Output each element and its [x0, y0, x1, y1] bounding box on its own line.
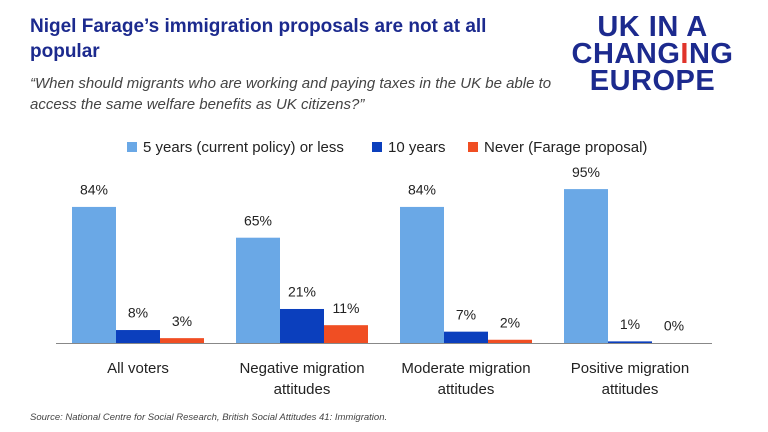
value-label: 84%	[408, 182, 436, 198]
value-label: 84%	[80, 182, 108, 198]
logo-text: UK IN A	[597, 11, 708, 43]
chart-subtitle: “When should migrants who are working an…	[30, 75, 552, 113]
legend-label: Never (Farage proposal)	[484, 139, 647, 156]
value-label: 1%	[620, 316, 640, 332]
legend-swatch	[468, 142, 478, 152]
logo: UK IN A CHANGING EUROPE	[560, 11, 745, 97]
bar	[488, 339, 532, 343]
bar	[280, 308, 324, 343]
value-label: 95%	[572, 164, 600, 180]
bar	[236, 237, 280, 343]
logo-text: CHANGING	[560, 38, 745, 70]
x-tick-label: Negative migration attitudes	[239, 360, 365, 398]
bar	[160, 338, 204, 343]
value-label: 65%	[244, 212, 272, 228]
source: Source: National Centre for Social Resea…	[30, 412, 388, 423]
bar	[564, 189, 608, 343]
legend-label: 5 years (current policy) or less	[143, 139, 344, 156]
legend-label: 10 years	[388, 139, 446, 156]
legend-swatch	[372, 142, 382, 152]
bar	[444, 331, 488, 343]
logo-text: I	[680, 38, 689, 70]
value-label: 8%	[128, 305, 148, 321]
bar	[116, 330, 160, 343]
value-label: 21%	[288, 284, 316, 300]
bar	[400, 206, 444, 343]
value-label: 7%	[456, 306, 476, 322]
value-label: 2%	[500, 314, 520, 330]
chart-title: Nigel Farage’s immigration proposals are…	[30, 16, 487, 62]
value-label: 11%	[333, 300, 360, 316]
legend-swatch	[127, 142, 137, 152]
logo-text: EUROPE	[589, 65, 716, 97]
value-label: 3%	[172, 313, 192, 329]
bar	[72, 206, 116, 343]
x-tick-label: All voters	[107, 360, 169, 377]
logo-text: NG	[688, 38, 734, 70]
x-tick-label: Moderate migration attitudes	[401, 360, 531, 398]
value-label: 0%	[664, 318, 684, 334]
logo-text: CHANG	[571, 38, 681, 70]
x-tick-label: Positive migration attitudes	[570, 360, 690, 398]
bar	[608, 341, 652, 343]
bar	[324, 325, 368, 343]
